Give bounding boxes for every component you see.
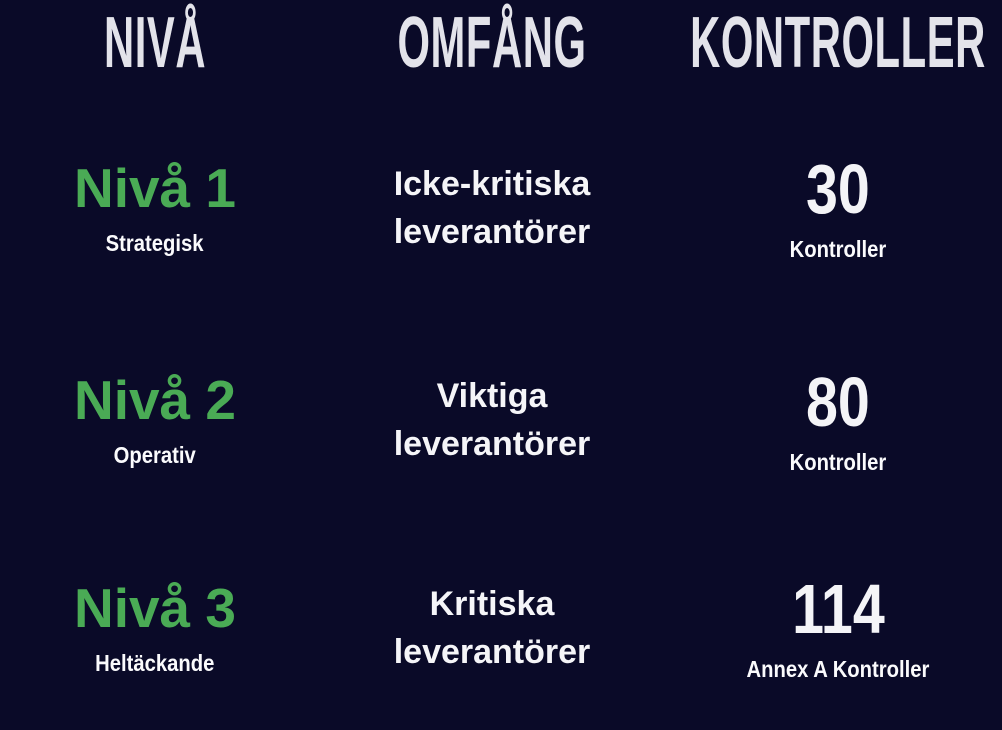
row1-controls-cell: 30 Kontroller bbox=[674, 100, 1002, 315]
row2-scope-line1: Viktiga bbox=[436, 377, 548, 415]
row2-controls-cell: 80 Kontroller bbox=[674, 315, 1002, 525]
row1-level-cell: Nivå 1 Strategisk bbox=[0, 100, 310, 315]
column-header-niva: NIVÅ bbox=[0, 0, 310, 100]
row1-level-sublabel: Strategisk bbox=[106, 229, 204, 256]
column-header-kontroller: KONTROLLER bbox=[674, 0, 1002, 100]
row2-scope-cell: Viktiga leverantörer bbox=[310, 315, 674, 525]
row1-level-name: Nivå 1 bbox=[73, 156, 237, 219]
row1-controls-label: Kontroller bbox=[789, 236, 887, 262]
row3-controls-value: 114 bbox=[791, 570, 885, 648]
row3-level-cell: Nivå 3 Heltäckande bbox=[0, 525, 310, 730]
row2-level-sublabel: Operativ bbox=[113, 442, 197, 468]
row3-controls-label: Annex A Kontroller bbox=[746, 656, 930, 682]
row1-scope-cell: Icke-kritiska leverantörer bbox=[310, 100, 674, 315]
column-header-omfang: OMFÅNG bbox=[310, 0, 674, 100]
row1-scope-line1: Icke-kritiska bbox=[393, 164, 591, 203]
column-header-omfang-label: OMFÅNG bbox=[397, 3, 587, 83]
row3-controls-cell: 114 Annex A Kontroller bbox=[674, 525, 1002, 730]
row3-scope-cell: Kritiska leverantörer bbox=[310, 525, 674, 730]
row1-controls-value: 30 bbox=[806, 150, 870, 228]
column-header-niva-label: NIVÅ bbox=[103, 3, 207, 83]
row1-scope-line2: leverantörer bbox=[393, 212, 591, 251]
row2-controls-label: Kontroller bbox=[789, 448, 887, 475]
row3-scope-line2: leverantörer bbox=[393, 632, 591, 671]
row2-scope-line2: leverantörer bbox=[393, 425, 591, 463]
column-header-kontroller-label: KONTROLLER bbox=[690, 3, 986, 83]
row3-level-sublabel: Heltäckande bbox=[95, 649, 215, 676]
row2-controls-value: 80 bbox=[806, 362, 870, 441]
row3-scope-line1: Kritiska bbox=[429, 584, 555, 623]
row3-level-name: Nivå 3 bbox=[73, 576, 237, 639]
row2-level-name: Nivå 2 bbox=[73, 369, 237, 431]
row2-level-cell: Nivå 2 Operativ bbox=[0, 315, 310, 525]
